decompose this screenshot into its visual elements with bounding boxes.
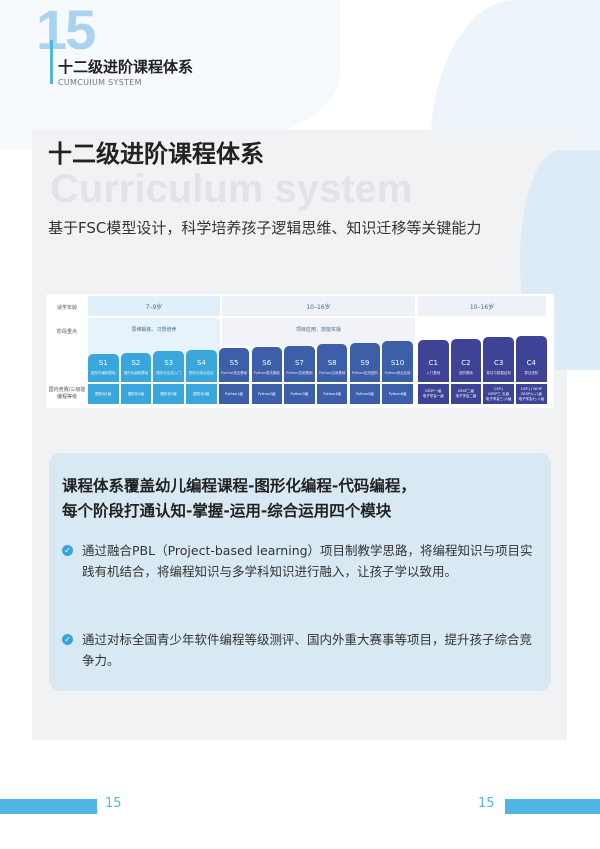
header-subtitle: CUMCUIUM SYSTEM: [58, 78, 142, 87]
course-code: C2: [461, 358, 471, 367]
course-exam-level: CSP-J GESP三-五级 电子学会三-六级: [483, 384, 514, 404]
stage-focus: 项目应用、技能实操: [222, 318, 415, 346]
course-card-s6: S6 Python语法基础: [251, 347, 282, 382]
info-bullet: ✓ 通过对标全国青少年软件编程等级测评、国内外重大赛事等项目，提升孩子综合竞争力…: [62, 629, 537, 671]
course-card-s7: S7 Python应用基础: [284, 345, 315, 382]
curriculum-table: 适学年龄 阶段重点 国内竞赛/三级能编程等级 7–9岁 思维锻炼、习惯培养 10–1…: [46, 294, 554, 408]
course-desc: 算法与数据结构: [486, 370, 511, 375]
age-group-header: 7–9岁: [88, 296, 220, 316]
course-code: S10: [390, 358, 405, 367]
header-title: 十二级进阶课程体系: [58, 58, 194, 76]
course-exam-level: GESP二级 电子学会二级: [450, 384, 482, 404]
course-card-s5: S5 Python语法基础: [218, 348, 250, 382]
info-title-line2: 每个阶段打通认知-掌握-运用-综合运用四个模块: [62, 502, 392, 520]
course-card-s1: S1 图形化编程基础: [88, 354, 119, 382]
info-title: 课程体系覆盖幼儿编程课程-图形化编程-代码编程， 每个阶段打通认知-掌握-运用-…: [62, 474, 416, 524]
course-desc: 图形化编程基础: [123, 370, 149, 375]
course-code: C4: [526, 358, 537, 367]
course-exam-level: CSP-J / NOIP GESP六-八级 电子学会七-八级: [516, 384, 547, 404]
chapter-number: 15: [36, 0, 96, 61]
info-title-line1: 课程体系覆盖幼儿编程课程-图形化编程-代码编程，: [62, 477, 416, 495]
panel-subtitle: 基于FSC模型设计，科学培养孩子逻辑思维、知识迁移等关键能力: [48, 219, 482, 237]
course-code: S1: [98, 359, 108, 367]
row-label-age: 适学年龄: [56, 305, 77, 311]
course-card-s3: S3 图形化应用入门: [153, 351, 184, 382]
course-card-s9: S9 Python应用进阶: [349, 342, 381, 382]
age-group-header: 10–16岁: [418, 296, 546, 316]
course-card-c2: C2 进阶基础: [450, 338, 482, 382]
page-number-left: 15: [105, 796, 122, 811]
course-code: S9: [360, 358, 370, 367]
course-desc: Python综合应用: [384, 370, 411, 375]
bullet-text: 通过融合PBL（Project-based learning）项目制教学思路，将…: [82, 543, 533, 579]
course-code: C1: [428, 359, 438, 367]
info-bullet: ✓ 通过融合PBL（Project-based learning）项目制教学思路…: [62, 540, 537, 582]
course-desc: Python语法基础: [220, 370, 248, 375]
course-card-c3: C3 算法与数据结构: [483, 337, 514, 382]
panel-title: 十二级进阶课程体系: [48, 140, 264, 168]
course-code: S3: [164, 358, 174, 367]
course-desc: 图形化应用入门: [156, 370, 181, 375]
course-exam-level: Python5级: [349, 384, 381, 404]
course-desc: 算法进阶: [524, 370, 539, 375]
footer-bar-left: [0, 799, 97, 814]
bullet-text: 通过对标全国青少年软件编程等级测评、国内外重大赛事等项目，提升孩子综合竞争力。: [82, 632, 533, 668]
course-desc: Python应用基础: [319, 370, 346, 375]
row-label-focus: 阶段重点: [56, 329, 77, 335]
course-exam-level: GESP一级 电子学会一级: [418, 384, 449, 404]
page-number-right: 15: [478, 796, 495, 811]
course-card-s8: S8 Python应用基础: [316, 344, 348, 382]
course-card-s4: S4 图形化综合应用: [186, 349, 217, 382]
course-exam-level: Python1级: [218, 384, 250, 404]
course-exam-level: 图形化1级: [88, 384, 119, 404]
background-blob: [0, 0, 340, 150]
check-circle-icon: ✓: [62, 545, 73, 556]
course-desc: 图形化综合应用: [189, 370, 214, 375]
course-exam-level: Python3级: [284, 384, 315, 404]
course-card-c4: C4 算法进阶: [516, 335, 547, 382]
course-exam-level: 图形化3级: [153, 384, 184, 404]
course-desc: 进阶基础: [458, 370, 473, 375]
course-desc: Python语法基础: [253, 371, 280, 375]
header-accent-bar: [50, 40, 53, 84]
course-desc: Python应用基础: [286, 370, 313, 375]
check-circle-icon: ✓: [62, 634, 73, 645]
row-label-exam: 国内竞赛/三级能编程等级: [48, 387, 86, 400]
info-box: [49, 453, 551, 691]
course-card-c1: C1 入门基础: [418, 340, 449, 382]
age-group-header: 10–16岁: [222, 296, 415, 316]
course-exam-level: Python4级: [316, 384, 348, 404]
course-exam-level: 图形化2级: [120, 384, 152, 404]
footer-bar-right: [505, 799, 600, 814]
course-code: C3: [493, 358, 504, 367]
course-code: S4: [196, 358, 206, 367]
course-desc: 图形化编程基础: [91, 371, 116, 375]
course-card-s2: S2 图形化编程基础: [120, 352, 152, 382]
course-exam-level: Python6级: [382, 384, 413, 404]
course-exam-level: 图形化4级: [186, 384, 217, 404]
course-card-s10: S10 Python综合应用: [382, 341, 413, 382]
course-code: S7: [294, 358, 304, 367]
course-desc: 入门基础: [426, 371, 441, 375]
course-code: S8: [327, 358, 337, 367]
course-code: S2: [131, 358, 141, 367]
course-desc: Python应用进阶: [351, 370, 378, 375]
course-code: S6: [262, 359, 272, 367]
ghost-title: Curriculum system: [50, 167, 413, 211]
course-code: S5: [229, 358, 239, 367]
course-exam-level: Python2级: [251, 384, 282, 404]
